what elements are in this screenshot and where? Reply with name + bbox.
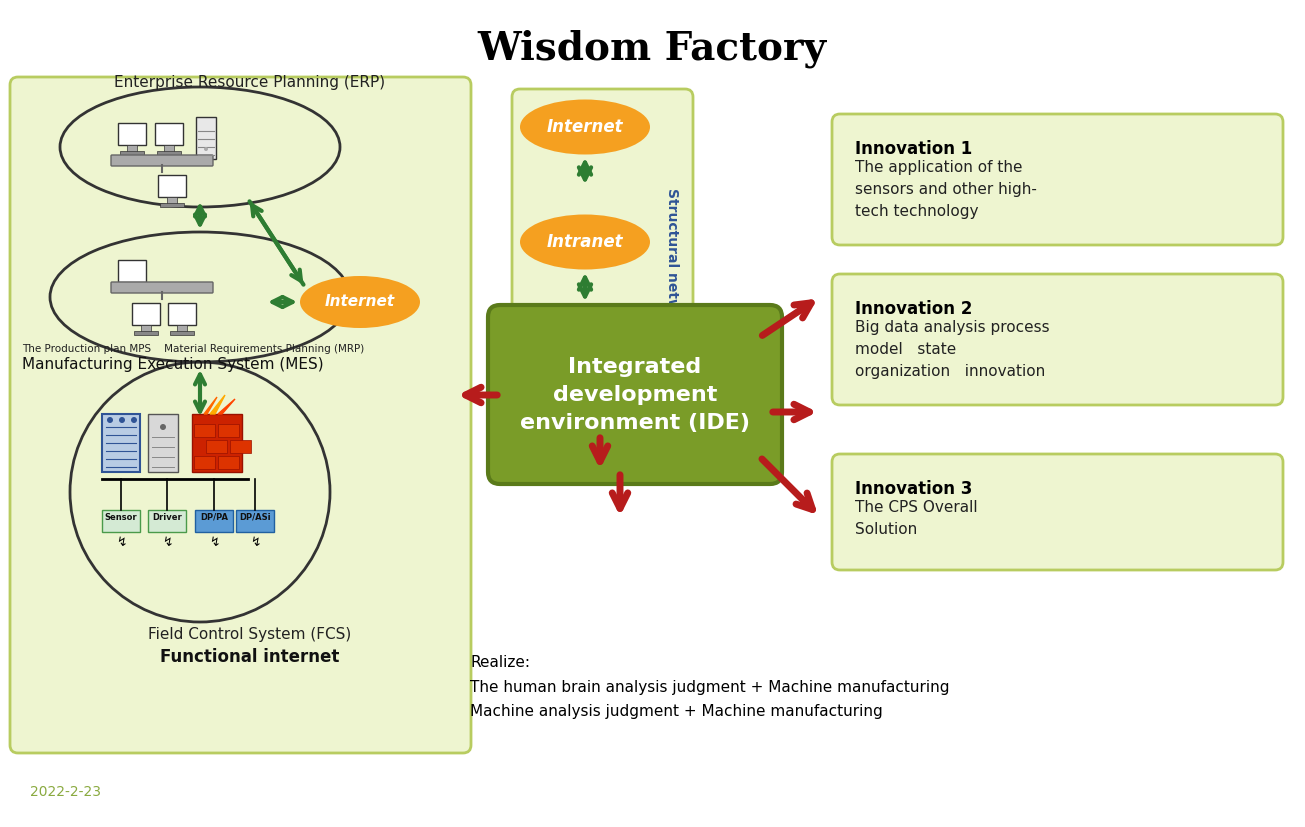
FancyBboxPatch shape xyxy=(218,424,239,437)
FancyBboxPatch shape xyxy=(120,151,144,155)
FancyBboxPatch shape xyxy=(230,440,251,453)
FancyBboxPatch shape xyxy=(155,123,183,145)
Text: ↯: ↯ xyxy=(116,536,127,548)
FancyBboxPatch shape xyxy=(111,282,213,293)
FancyBboxPatch shape xyxy=(134,331,158,335)
Text: ↯: ↯ xyxy=(249,536,260,548)
FancyBboxPatch shape xyxy=(512,89,693,445)
Polygon shape xyxy=(210,395,224,414)
Circle shape xyxy=(204,147,207,151)
Text: Internet: Internet xyxy=(547,118,624,136)
FancyBboxPatch shape xyxy=(206,440,227,453)
FancyBboxPatch shape xyxy=(10,77,471,753)
Ellipse shape xyxy=(300,276,420,328)
Text: DP/ASi: DP/ASi xyxy=(239,513,271,522)
FancyBboxPatch shape xyxy=(833,454,1283,570)
FancyBboxPatch shape xyxy=(488,305,782,484)
FancyBboxPatch shape xyxy=(157,151,181,155)
FancyBboxPatch shape xyxy=(158,175,187,197)
Ellipse shape xyxy=(519,332,650,386)
FancyBboxPatch shape xyxy=(218,456,239,469)
Text: Intranet: Intranet xyxy=(547,233,624,251)
Circle shape xyxy=(107,417,114,423)
Text: Innovation 3: Innovation 3 xyxy=(855,480,972,498)
Ellipse shape xyxy=(519,214,650,270)
Text: ↯: ↯ xyxy=(209,536,219,548)
FancyBboxPatch shape xyxy=(194,424,215,437)
FancyBboxPatch shape xyxy=(132,303,161,325)
Text: Sensor: Sensor xyxy=(104,513,137,522)
Text: The application of the
sensors and other high-
tech technology: The application of the sensors and other… xyxy=(855,160,1037,219)
FancyBboxPatch shape xyxy=(236,510,274,532)
Ellipse shape xyxy=(519,99,650,155)
Text: Enterprise Resource Planning (ERP): Enterprise Resource Planning (ERP) xyxy=(115,74,385,89)
FancyBboxPatch shape xyxy=(164,145,174,152)
Text: Structural network: Structural network xyxy=(666,188,679,337)
Text: 2022-2-23: 2022-2-23 xyxy=(30,785,100,799)
Circle shape xyxy=(130,417,137,423)
FancyBboxPatch shape xyxy=(102,510,140,532)
Polygon shape xyxy=(218,399,235,414)
Text: Innovation 1: Innovation 1 xyxy=(855,140,972,158)
Text: The CPS Overall
Solution: The CPS Overall Solution xyxy=(855,500,977,538)
FancyBboxPatch shape xyxy=(194,456,215,469)
Text: DP/PA: DP/PA xyxy=(200,513,228,522)
FancyBboxPatch shape xyxy=(147,414,177,472)
FancyBboxPatch shape xyxy=(117,260,146,282)
FancyBboxPatch shape xyxy=(120,288,144,292)
Text: The Production plan MPS    Material Requirements Planning (MRP): The Production plan MPS Material Require… xyxy=(22,344,364,354)
FancyBboxPatch shape xyxy=(127,145,137,152)
FancyBboxPatch shape xyxy=(833,274,1283,405)
FancyBboxPatch shape xyxy=(167,197,177,204)
FancyBboxPatch shape xyxy=(170,331,194,335)
FancyBboxPatch shape xyxy=(141,325,151,332)
FancyBboxPatch shape xyxy=(196,117,217,159)
Text: Field Control System (FCS): Field Control System (FCS) xyxy=(149,628,351,643)
Text: Infranet: Infranet xyxy=(547,350,622,368)
FancyBboxPatch shape xyxy=(177,325,187,332)
Text: Functional internet: Functional internet xyxy=(161,648,339,666)
Text: Innovation 2: Innovation 2 xyxy=(855,300,972,318)
Text: Integrated
development
environment (IDE): Integrated development environment (IDE) xyxy=(519,357,750,433)
FancyBboxPatch shape xyxy=(117,123,146,145)
Text: ↯: ↯ xyxy=(162,536,172,548)
FancyBboxPatch shape xyxy=(147,510,187,532)
FancyBboxPatch shape xyxy=(127,282,137,289)
Circle shape xyxy=(119,417,125,423)
Text: Driver: Driver xyxy=(153,513,181,522)
FancyBboxPatch shape xyxy=(192,414,241,472)
Text: Internet: Internet xyxy=(325,294,395,309)
FancyBboxPatch shape xyxy=(168,303,196,325)
Text: Wisdom Factory: Wisdom Factory xyxy=(478,29,826,68)
FancyBboxPatch shape xyxy=(161,203,184,207)
Circle shape xyxy=(161,424,166,430)
FancyBboxPatch shape xyxy=(833,114,1283,245)
Text: Manufacturing Execution System (MES): Manufacturing Execution System (MES) xyxy=(22,357,324,372)
FancyBboxPatch shape xyxy=(111,155,213,166)
Polygon shape xyxy=(204,397,217,414)
Text: Big data analysis process
model   state
organization   innovation: Big data analysis process model state or… xyxy=(855,320,1049,380)
FancyBboxPatch shape xyxy=(102,414,140,472)
Text: Realize:
The human brain analysis judgment + Machine manufacturing
Machine analy: Realize: The human brain analysis judgme… xyxy=(470,655,950,719)
FancyBboxPatch shape xyxy=(194,510,234,532)
